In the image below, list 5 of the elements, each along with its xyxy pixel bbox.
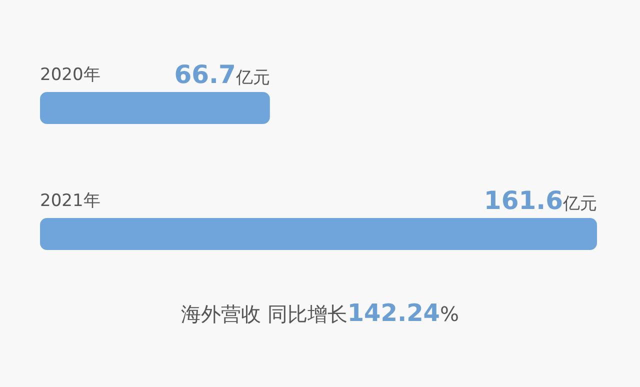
data-label: 66.7亿元 — [174, 60, 270, 89]
data-label: 161.6亿元 — [484, 186, 597, 215]
text: 海外营收 同比增长142.24% — [181, 299, 459, 327]
y-tick-label: 2020年 — [40, 65, 100, 85]
y-tick-label: 2021年 — [40, 191, 100, 211]
